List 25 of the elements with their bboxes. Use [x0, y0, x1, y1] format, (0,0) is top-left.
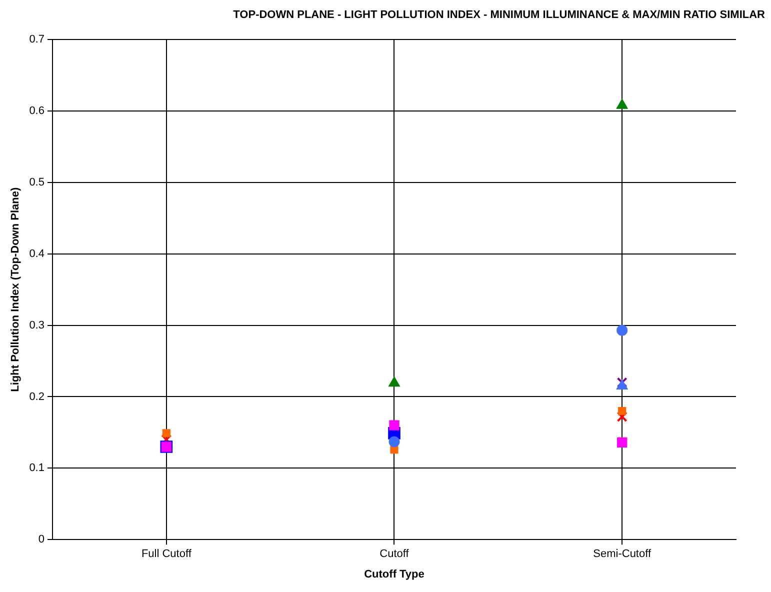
point [616, 324, 628, 336]
point [616, 412, 628, 422]
point [388, 436, 400, 448]
x-tick-label: Full Cutoff [141, 548, 192, 560]
chart-title: TOP-DOWN PLANE - LIGHT POLLUTION INDEX - MINIMUM ILLUMINANCE & MAX/MIN RATIO SIMILAR [232, 9, 765, 21]
y-tick-label: 0.3 [29, 319, 44, 332]
y-tick-label: 0.7 [29, 34, 44, 46]
y-tick-label: 0.4 [29, 248, 44, 260]
point [390, 446, 398, 454]
point [388, 376, 400, 387]
point [389, 420, 400, 430]
y-axis-title: Light Pollution Index (Top-Down Plane) [10, 187, 22, 392]
point [616, 98, 628, 109]
point [162, 429, 170, 438]
y-tick-label: 0.2 [29, 390, 44, 403]
x-tick-label: Semi-Cutoff [593, 548, 652, 560]
y-tick-label: 0.5 [29, 176, 44, 188]
x-tick-label: Cutoff [380, 548, 410, 560]
point [616, 380, 628, 390]
y-tick-label: 0.6 [29, 105, 44, 118]
point [616, 437, 628, 448]
y-tick-label: 0 [38, 534, 44, 546]
x-axis-title: Cutoff Type [364, 568, 424, 580]
point [618, 406, 626, 416]
y-tick-label: 0.1 [29, 462, 44, 474]
